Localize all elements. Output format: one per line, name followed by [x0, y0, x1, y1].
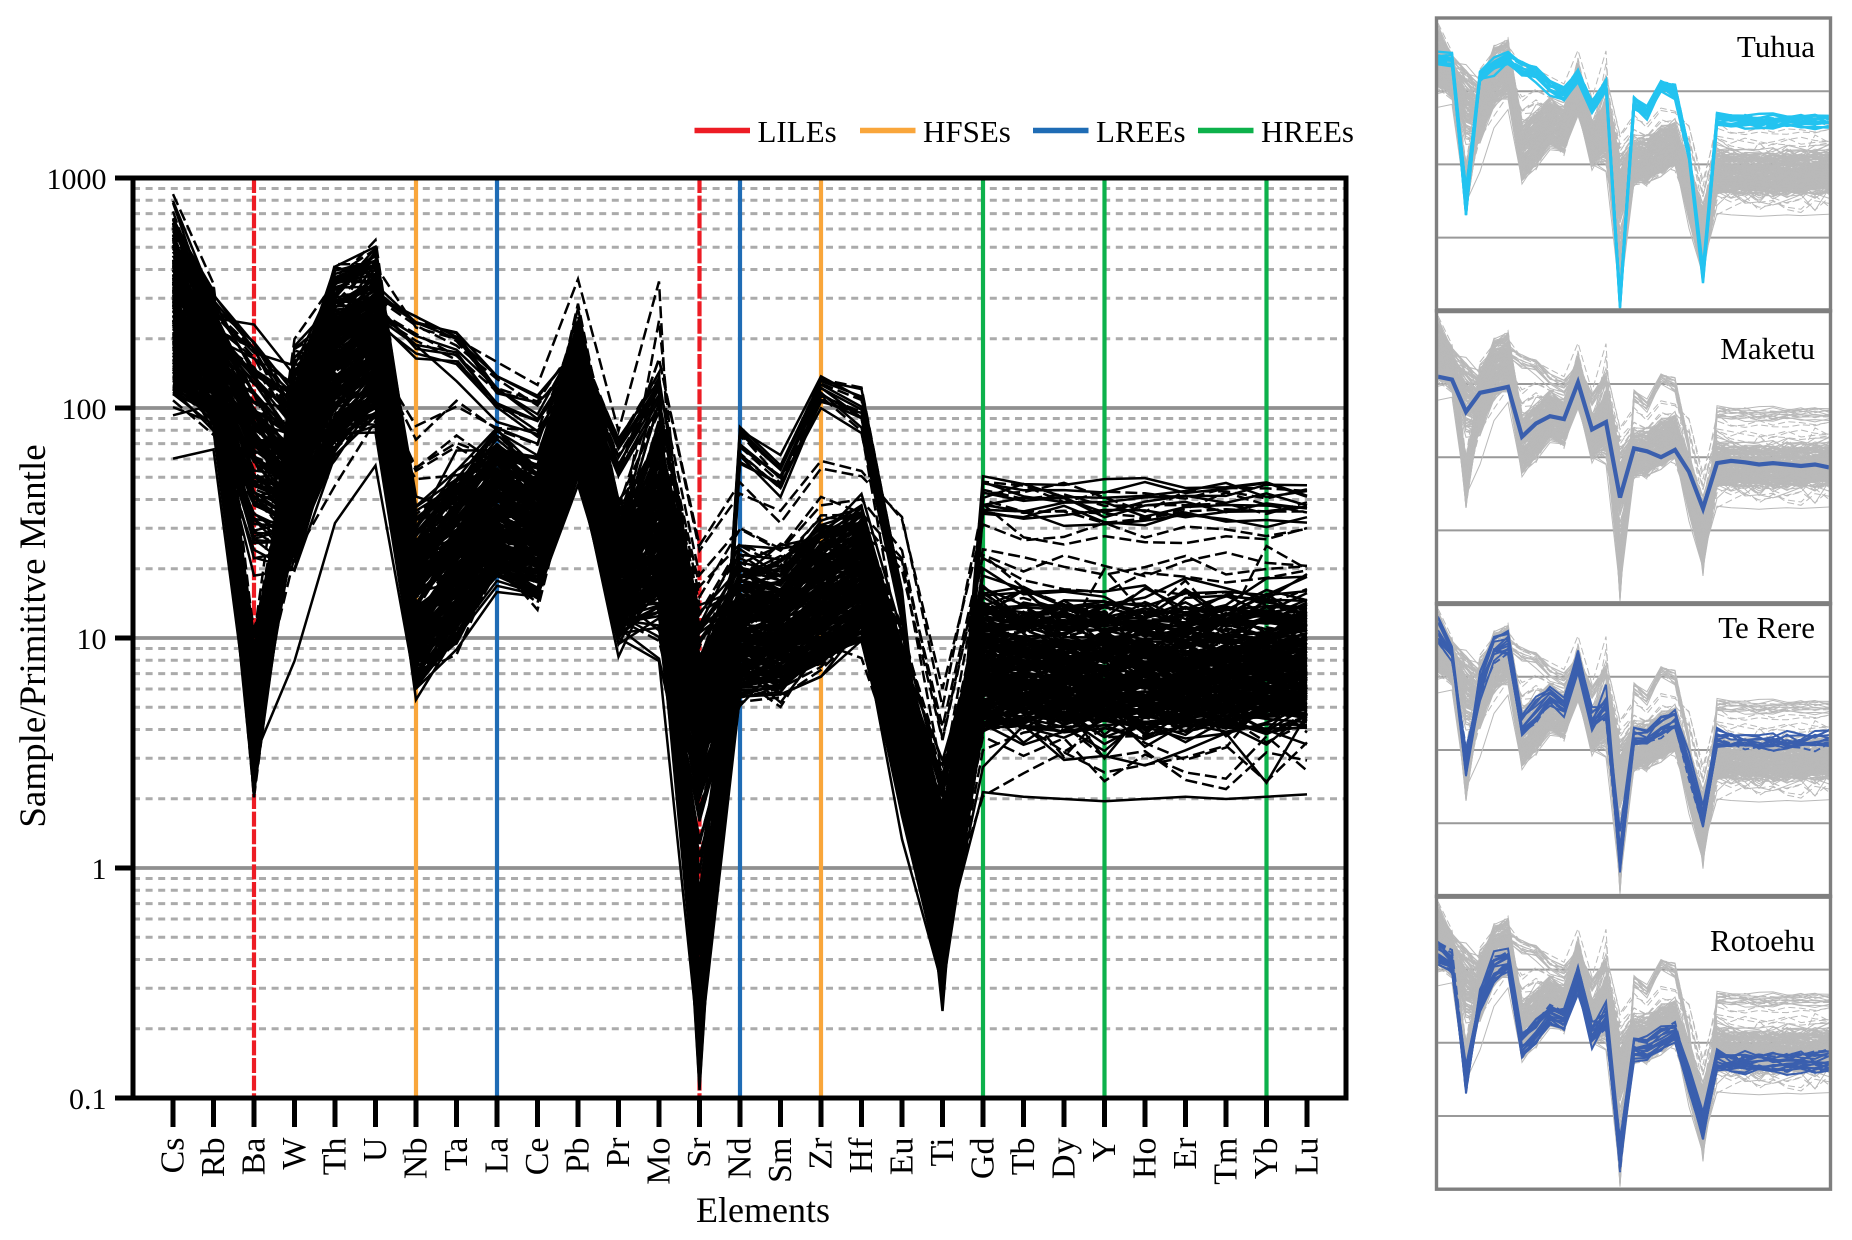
svg-text:Mo: Mo	[641, 1138, 678, 1185]
svg-text:Tb: Tb	[1005, 1138, 1042, 1176]
svg-text:Pr: Pr	[600, 1137, 637, 1168]
svg-text:Ti: Ti	[924, 1138, 961, 1167]
svg-text:Sr: Sr	[681, 1137, 718, 1168]
svg-text:HREEs: HREEs	[1261, 114, 1354, 149]
svg-text:W: W	[276, 1137, 313, 1170]
svg-text:Elements: Elements	[696, 1190, 830, 1230]
svg-text:Gd: Gd	[965, 1138, 1002, 1180]
svg-text:Rb: Rb	[195, 1138, 232, 1178]
svg-text:Y: Y	[1086, 1138, 1123, 1163]
svg-text:Lu: Lu	[1289, 1138, 1326, 1176]
svg-text:Tuhua: Tuhua	[1737, 29, 1815, 64]
svg-text:Hf: Hf	[843, 1137, 880, 1174]
svg-text:HFSEs: HFSEs	[923, 114, 1011, 149]
svg-text:10: 10	[77, 623, 107, 656]
svg-text:Tm: Tm	[1208, 1138, 1245, 1185]
svg-text:Rotoehu: Rotoehu	[1710, 923, 1815, 958]
svg-text:La: La	[479, 1138, 516, 1174]
svg-text:Ce: Ce	[519, 1138, 556, 1176]
svg-text:Th: Th	[317, 1138, 354, 1176]
svg-text:Zr: Zr	[803, 1137, 840, 1170]
svg-text:Ta: Ta	[438, 1138, 475, 1172]
svg-text:Dy: Dy	[1046, 1138, 1083, 1180]
svg-text:1000: 1000	[47, 163, 107, 196]
svg-text:100: 100	[62, 393, 107, 426]
svg-text:Ho: Ho	[1127, 1138, 1164, 1180]
svg-text:Nb: Nb	[398, 1138, 435, 1180]
svg-text:Pb: Pb	[560, 1138, 597, 1174]
svg-text:Sample/Primititve Mantle: Sample/Primititve Mantle	[13, 444, 54, 827]
svg-text:U: U	[357, 1138, 394, 1163]
svg-text:Maketu: Maketu	[1720, 331, 1815, 366]
svg-text:Ba: Ba	[236, 1138, 273, 1176]
svg-text:Yb: Yb	[1248, 1138, 1285, 1180]
svg-text:Cs: Cs	[155, 1138, 192, 1174]
svg-text:1: 1	[92, 853, 107, 886]
svg-text:Sm: Sm	[762, 1138, 799, 1183]
svg-text:Nd: Nd	[722, 1138, 759, 1180]
svg-text:LILEs: LILEs	[758, 114, 837, 149]
svg-text:0.1: 0.1	[69, 1083, 107, 1116]
svg-text:Te Rere: Te Rere	[1718, 610, 1815, 645]
svg-text:Er: Er	[1167, 1137, 1204, 1170]
svg-text:LREEs: LREEs	[1096, 114, 1186, 149]
svg-text:Eu: Eu	[884, 1138, 921, 1176]
